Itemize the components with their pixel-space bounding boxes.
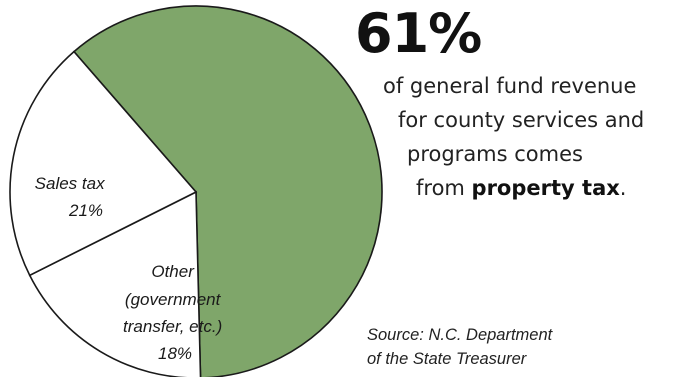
source-line-2: of the State Treasurer <box>367 350 527 368</box>
headline-emphasis: property tax <box>471 176 620 200</box>
pie-chart: Sales tax 21% Other (government transfer… <box>9 5 383 377</box>
other-label-line1: Other <box>151 262 195 281</box>
sales-tax-label-value: 21% <box>68 201 103 220</box>
headline-line-3: programs comes <box>407 142 583 166</box>
headline-line-1: of general fund revenue <box>383 74 637 98</box>
headline-percent: 61% <box>355 2 482 65</box>
headline-line-4-suffix: . <box>619 176 627 200</box>
pie-slice-other <box>28 190 202 377</box>
other-label-line2: (government <box>125 290 222 309</box>
other-label-line4: 18% <box>158 344 192 363</box>
pie-slices <box>9 5 383 377</box>
headline-line-4-prefix: from <box>416 176 472 200</box>
other-label: Other (government transfer, etc.) 18% <box>123 262 227 363</box>
headline-line-2: for county services and <box>398 108 645 132</box>
headline-line-4: from property tax. <box>416 176 626 200</box>
pie-slice-sales-tax <box>9 50 198 277</box>
sales-tax-label: Sales tax 21% <box>35 174 110 220</box>
pie-slice-property-tax <box>72 5 383 377</box>
other-label-line3: transfer, etc.) <box>123 317 222 336</box>
sales-tax-label-name: Sales tax <box>35 174 105 193</box>
source-line-1: Source: N.C. Department <box>367 326 553 344</box>
